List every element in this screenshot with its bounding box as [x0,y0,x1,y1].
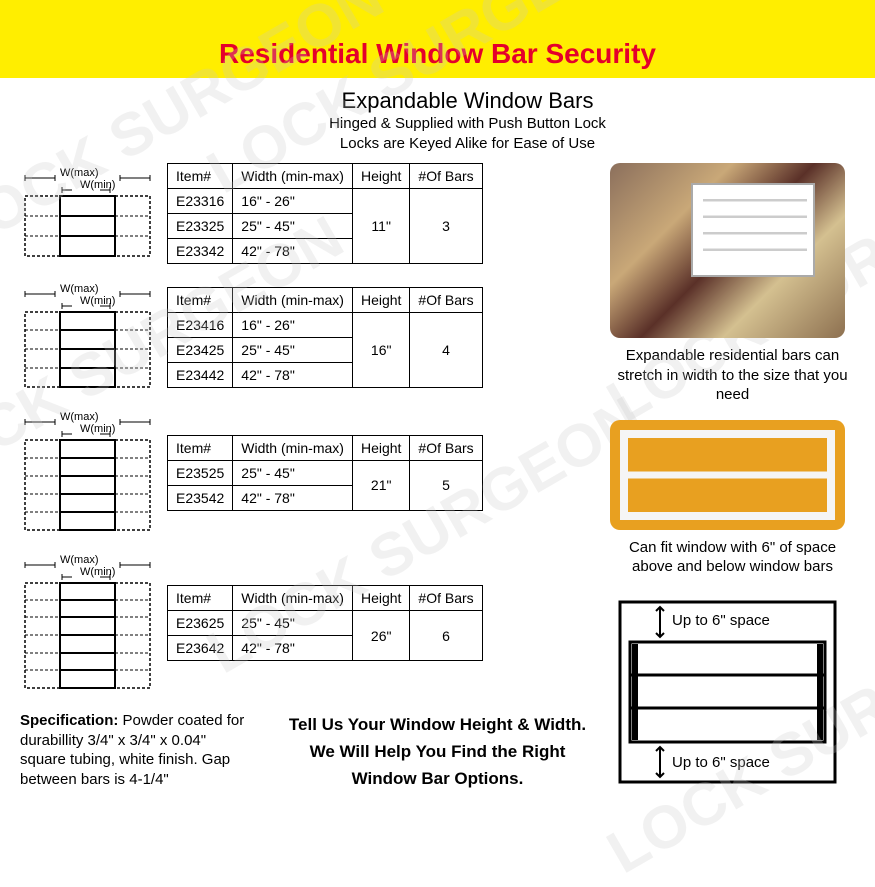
photo-installed-bars [610,163,845,338]
cell-width: 25" - 45" [233,214,353,239]
cell-width: 25" - 45" [233,611,353,636]
cell-item: E23642 [168,636,233,661]
col-width: Width (min-max) [233,287,353,312]
photo-caption-1: Expandable residential bars can stretch … [610,346,855,405]
spec-table-3: Item# Width (min-max) Height #Of Bars E2… [167,435,483,511]
subdesc: Hinged & Supplied with Push Button Lock … [80,114,855,153]
subtitle: Expandable Window Bars [80,88,855,114]
col-item: Item# [168,435,233,460]
svg-text:W(max): W(max) [60,554,99,566]
cell-width: 25" - 45" [233,460,353,485]
product-row: W(max) W(min) [20,410,595,535]
cell-bars: 5 [410,460,482,510]
table-header-row: Item# Width (min-max) Height #Of Bars [168,287,483,312]
photo-caption-2: Can fit window with 6" of space above an… [610,538,855,577]
cell-item: E23442 [168,362,233,387]
col-bars: #Of Bars [410,435,482,460]
spec-table-1: Item# Width (min-max) Height #Of Bars E2… [167,163,483,264]
banner: Residential Window Bar Security [0,0,875,78]
bar-diagram-3: W(max) W(min) [20,166,155,261]
table-row: E23416 16" - 26" 16" 4 [168,312,483,337]
bar-diagram-5: W(max) W(min) [20,410,155,535]
cell-width: 16" - 26" [233,189,353,214]
cell-height: 26" [352,611,409,661]
cell-width: 42" - 78" [233,362,353,387]
cell-bars: 4 [410,312,482,387]
table-row: E23625 25" - 45" 26" 6 [168,611,483,636]
cell-bars: 6 [410,611,482,661]
col-height: Height [352,164,409,189]
col-item: Item# [168,586,233,611]
table-header-row: Item# Width (min-max) Height #Of Bars [168,586,483,611]
cell-item: E23525 [168,460,233,485]
cell-height: 16" [352,312,409,387]
col-height: Height [352,586,409,611]
table-row: E23525 25" - 45" 21" 5 [168,460,483,485]
bar-diagram-6: W(max) W(min) [20,553,155,693]
cta-text: Tell Us Your Window Height & Width. We W… [280,711,595,793]
cell-width: 42" - 78" [233,239,353,264]
product-row: W(max) W(min) [20,163,595,264]
spacing-bottom-label: Up to 6" space [672,754,770,771]
col-width: Width (min-max) [233,586,353,611]
col-width: Width (min-max) [233,164,353,189]
cell-item: E23416 [168,312,233,337]
col-item: Item# [168,164,233,189]
product-row: W(max) W(min) [20,553,595,693]
left-column: W(max) W(min) [20,163,595,797]
col-height: Height [352,435,409,460]
right-column: Expandable residential bars can stretch … [610,163,855,797]
cell-height: 11" [352,189,409,264]
svg-text:W(max): W(max) [60,411,99,423]
cell-width: 25" - 45" [233,337,353,362]
table-header-row: Item# Width (min-max) Height #Of Bars [168,435,483,460]
cell-item: E23542 [168,485,233,510]
svg-text:W(max): W(max) [60,283,99,295]
col-bars: #Of Bars [410,287,482,312]
cell-width: 42" - 78" [233,636,353,661]
col-item: Item# [168,287,233,312]
spacing-top-label: Up to 6" space [672,612,770,629]
page-title: Residential Window Bar Security [219,38,656,70]
cta-line: We Will Help You Find the Right Window B… [280,738,595,792]
spacing-diagram: Up to 6" space Up to 6" space [610,592,845,797]
cell-item: E23342 [168,239,233,264]
cell-item: E23425 [168,337,233,362]
photo-expandable-bar [610,420,845,530]
cell-item: E23316 [168,189,233,214]
table-header-row: Item# Width (min-max) Height #Of Bars [168,164,483,189]
cell-item: E23625 [168,611,233,636]
bar-diagram-4: W(max) W(min) [20,282,155,392]
cell-bars: 3 [410,189,482,264]
cell-width: 16" - 26" [233,312,353,337]
subdesc-line: Hinged & Supplied with Push Button Lock [329,115,606,132]
wmax-label: W(max) [60,167,99,179]
cell-width: 42" - 78" [233,485,353,510]
col-bars: #Of Bars [410,586,482,611]
cell-item: E23325 [168,214,233,239]
spec-label: Specification: [20,712,118,729]
cta-line: Tell Us Your Window Height & Width. [280,711,595,738]
col-width: Width (min-max) [233,435,353,460]
col-bars: #Of Bars [410,164,482,189]
spec-table-4: Item# Width (min-max) Height #Of Bars E2… [167,585,483,661]
table-row: E23316 16" - 26" 11" 3 [168,189,483,214]
specification-text: Specification: Powder coated for durabil… [20,711,250,793]
product-row: W(max) W(min) [20,282,595,392]
spec-row: Specification: Powder coated for durabil… [20,711,595,793]
subdesc-line: Locks are Keyed Alike for Ease of Use [340,135,595,152]
spec-table-2: Item# Width (min-max) Height #Of Bars E2… [167,287,483,388]
cell-height: 21" [352,460,409,510]
col-height: Height [352,287,409,312]
